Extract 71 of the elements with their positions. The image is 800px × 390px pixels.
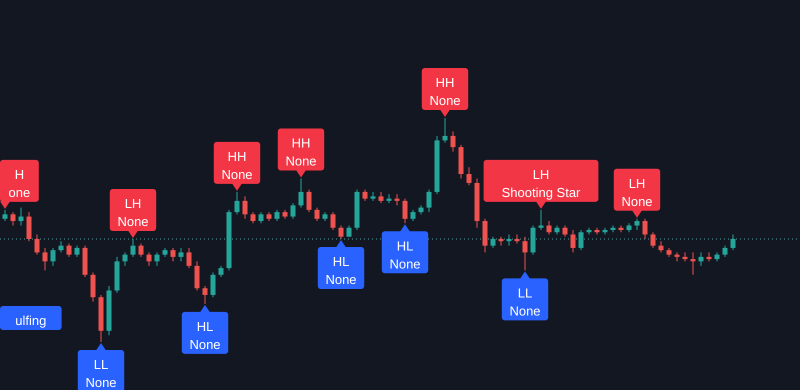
candlestick xyxy=(378,191,384,204)
candlestick xyxy=(402,198,408,224)
candlestick xyxy=(722,245,728,258)
candlestick xyxy=(314,207,320,222)
candlestick xyxy=(210,272,216,298)
candlestick xyxy=(642,218,648,240)
candlestick xyxy=(306,189,312,213)
candlestick xyxy=(410,209,416,222)
candlestick xyxy=(2,209,8,222)
candlestick xyxy=(202,286,208,304)
candlestick xyxy=(154,252,160,266)
candlestick xyxy=(634,218,640,230)
candlestick xyxy=(522,236,528,271)
annotation: HL None xyxy=(389,238,421,272)
candlestick xyxy=(658,240,664,253)
candlestick xyxy=(18,207,24,226)
candlestick xyxy=(218,265,224,278)
annotation: HH None xyxy=(429,75,461,108)
candlestick xyxy=(42,247,48,271)
candlestick xyxy=(34,234,40,256)
annotation: ulfing xyxy=(15,313,46,328)
candlestick xyxy=(466,166,472,186)
candlestick xyxy=(570,230,576,253)
annotation: LL None xyxy=(85,357,117,390)
candlestick xyxy=(698,252,704,266)
candlestick xyxy=(242,196,248,220)
candlestick xyxy=(730,234,736,251)
candlestick xyxy=(138,242,144,258)
candlestick xyxy=(562,225,568,238)
candlestick xyxy=(170,247,176,262)
candlestick xyxy=(186,247,192,269)
candlestick xyxy=(690,252,696,276)
candlestick xyxy=(538,209,544,230)
candlestick xyxy=(578,230,584,251)
annotation: HH None xyxy=(285,135,317,168)
candlestick xyxy=(58,240,64,253)
candlestick xyxy=(394,194,400,206)
candlestick xyxy=(362,189,368,202)
candlestick xyxy=(490,236,496,248)
candlestick xyxy=(250,212,256,224)
candlestick xyxy=(450,130,456,152)
candlestick xyxy=(234,191,240,215)
annotation: LH None xyxy=(621,176,653,209)
annotation: HL None xyxy=(325,254,357,287)
candlestick xyxy=(130,238,136,258)
candlestick xyxy=(178,247,184,262)
annotation: HL None xyxy=(189,318,221,352)
candlestick xyxy=(74,245,80,258)
annotation: H one xyxy=(8,166,30,200)
candlestick xyxy=(546,220,552,235)
candlestick xyxy=(194,260,200,291)
candlestick xyxy=(258,212,264,224)
candlestick xyxy=(290,202,296,220)
candlestick xyxy=(122,252,128,266)
annotation: LL None xyxy=(509,285,541,318)
candlestick xyxy=(26,212,32,242)
annotation: LH None xyxy=(117,196,149,229)
candlestick xyxy=(338,225,344,240)
annotation: LH Shooting Star xyxy=(502,166,582,200)
candlestick xyxy=(298,178,304,208)
candlestick xyxy=(50,247,56,266)
candlestick xyxy=(426,189,432,213)
candlestick xyxy=(90,272,96,302)
candlestick xyxy=(330,212,336,230)
candlestick xyxy=(442,118,448,144)
candlestick xyxy=(650,232,656,248)
candlestick xyxy=(10,212,16,226)
annotation: HH None xyxy=(221,148,253,182)
candlestick xyxy=(274,209,280,222)
candlestick xyxy=(66,242,72,258)
candlestick xyxy=(146,252,152,266)
